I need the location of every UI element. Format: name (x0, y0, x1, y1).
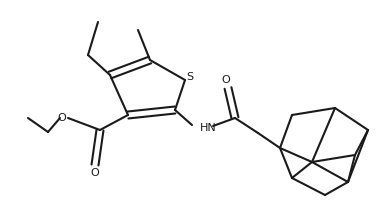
Text: HN: HN (200, 123, 217, 133)
Text: O: O (90, 168, 99, 178)
Text: S: S (186, 72, 193, 82)
Text: O: O (222, 75, 230, 85)
Text: O: O (58, 113, 66, 123)
